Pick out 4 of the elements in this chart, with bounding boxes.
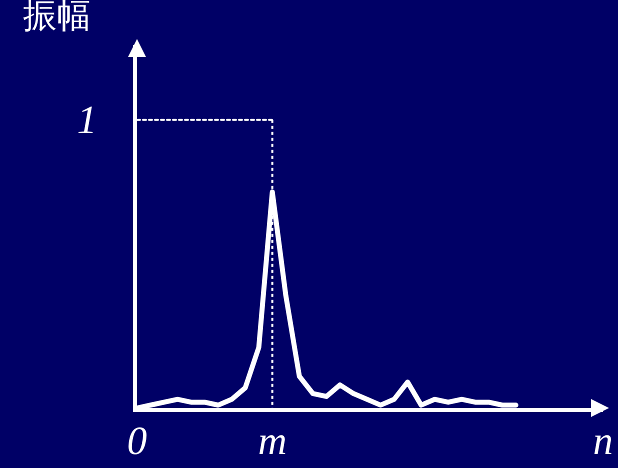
x-axis-title: n bbox=[593, 418, 613, 463]
text: 0 bbox=[127, 418, 147, 463]
text: 1 bbox=[77, 97, 97, 142]
text: m bbox=[258, 418, 287, 463]
